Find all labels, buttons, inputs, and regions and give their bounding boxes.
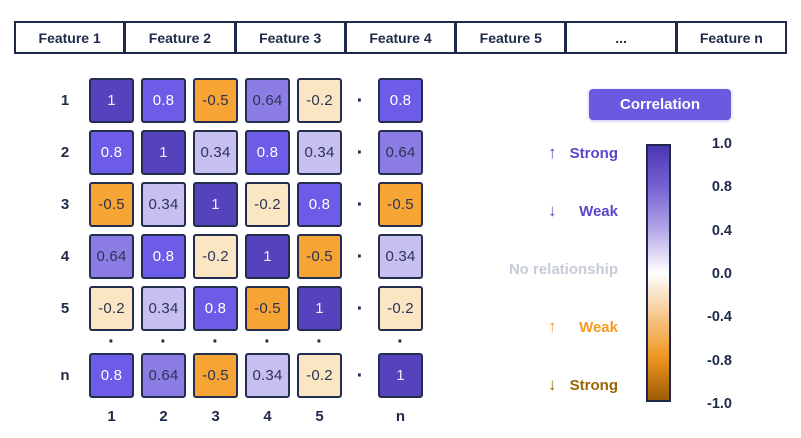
feature-header-1: Feature 1 (14, 21, 126, 54)
matrix-cell-r2c5: 0.34 (297, 130, 342, 175)
feature-header-4: Feature 4 (344, 21, 457, 54)
matrix-cell-r3cn: -0.5 (378, 182, 423, 227)
legend-label: No relationship (508, 260, 618, 278)
matrix-cell-rnc3: -0.5 (193, 353, 238, 398)
tick-label: -1.0 (707, 395, 732, 412)
matrix-cell-r4c3: -0.2 (193, 234, 238, 279)
ellipsis-dot: · (356, 245, 364, 268)
feature-header-row: Feature 1 Feature 2 Feature 3 Feature 4 … (14, 21, 787, 54)
ellipsis-dot: · (356, 141, 364, 164)
matrix-cell-r5c5: 1 (297, 286, 342, 331)
matrix-cell-r1c2: 0.8 (141, 78, 186, 123)
legend-label: Weak (579, 202, 618, 220)
correlation-matrix: 1 1 0.8 -0.5 0.64 -0.2 · 0.8 2 0.8 1 0.3… (48, 78, 423, 427)
legend-annotations: ↑ Strong ↓ Weak No relationship ↑ Weak ↓… (508, 143, 618, 395)
legend-label: Strong (569, 144, 618, 162)
matrix-cell-r3c3: 1 (193, 182, 238, 227)
matrix-cell-r2c1: 0.8 (89, 130, 134, 175)
legend-label: Strong (569, 376, 618, 394)
matrix-cell-r5c4: -0.5 (245, 286, 290, 331)
matrix-cell-r4c1: 0.64 (89, 234, 134, 279)
tick-label: 0.8 (711, 179, 732, 196)
matrix-cell-r4c4: 1 (245, 234, 290, 279)
tick-label: 1.0 (711, 136, 732, 152)
arrow-up-icon: ↑ (548, 143, 557, 162)
ellipsis-dot: · (316, 331, 323, 353)
tick-label: -0.8 (707, 352, 732, 369)
ellipsis-dot: · (356, 364, 364, 387)
matrix-cell-r4c5: -0.5 (297, 234, 342, 279)
row-label-n: n (60, 367, 70, 384)
ellipsis-dot: · (264, 331, 271, 353)
tick-label: 0.0 (711, 265, 732, 282)
ellipsis-dot: · (356, 89, 364, 112)
matrix-cell-r3c5: 0.8 (297, 182, 342, 227)
matrix-cell-rnc1: 0.8 (89, 353, 134, 398)
col-label-3: 3 (211, 407, 220, 425)
tick-label: 0.4 (711, 222, 732, 239)
ellipsis-dot: · (160, 331, 167, 353)
col-label-1: 1 (107, 407, 116, 425)
matrix-cell-rnc4: 0.34 (245, 353, 290, 398)
row-label-2: 2 (60, 144, 70, 161)
col-label-5: 5 (315, 407, 324, 425)
row-label-1: 1 (60, 92, 70, 109)
tick-label: -0.4 (707, 309, 732, 326)
matrix-cell-r4cn: 0.34 (378, 234, 423, 279)
ellipsis-dot: · (356, 193, 364, 216)
feature-header-n: Feature n (675, 21, 787, 54)
matrix-cell-r2c4: 0.8 (245, 130, 290, 175)
row-label-5: 5 (60, 300, 70, 317)
legend-weak-negative: ↑ Weak (512, 317, 618, 337)
correlation-legend-button[interactable]: Correlation (589, 89, 731, 120)
matrix-cell-r5c2: 0.34 (141, 286, 186, 331)
matrix-cell-rncn: 1 (378, 353, 423, 398)
col-label-4: 4 (263, 407, 272, 425)
feature-header-ellipsis: ... (565, 21, 677, 54)
legend-strong-negative: ↓ Strong (512, 375, 618, 395)
matrix-cell-r2cn: 0.64 (378, 130, 423, 175)
col-label-2: 2 (159, 407, 168, 425)
matrix-cell-r3c4: -0.2 (245, 182, 290, 227)
matrix-cell-r1c5: -0.2 (297, 78, 342, 123)
matrix-cell-r1c4: 0.64 (245, 78, 290, 123)
matrix-cell-r1c1: 1 (89, 78, 134, 123)
legend-label: Weak (579, 318, 618, 336)
legend-no-relationship: No relationship (508, 259, 618, 279)
ellipsis-dot: · (108, 331, 115, 353)
arrow-up-icon: ↑ (548, 317, 557, 336)
ellipsis-dot: · (397, 331, 404, 353)
matrix-cell-rnc5: -0.2 (297, 353, 342, 398)
row-label-3: 3 (60, 196, 70, 213)
matrix-cell-r2c2: 1 (141, 130, 186, 175)
matrix-cell-r1cn: 0.8 (378, 78, 423, 123)
legend-strong-positive: ↑ Strong (512, 143, 618, 163)
col-label-n: n (395, 407, 406, 425)
matrix-cell-rnc2: 0.64 (141, 353, 186, 398)
arrow-down-icon: ↓ (548, 375, 557, 394)
feature-header-2: Feature 2 (124, 21, 236, 54)
matrix-cell-r5cn: -0.2 (378, 286, 423, 331)
matrix-cell-r5c1: -0.2 (89, 286, 134, 331)
row-label-4: 4 (60, 248, 70, 265)
matrix-cell-r1c3: -0.5 (193, 78, 238, 123)
matrix-cell-r5c3: 0.8 (193, 286, 238, 331)
matrix-cell-r2c3: 0.34 (193, 130, 238, 175)
feature-header-5: Feature 5 (455, 21, 567, 54)
ellipsis-dot: · (356, 297, 364, 320)
colorbar-gradient (646, 144, 671, 402)
arrow-down-icon: ↓ (548, 201, 557, 220)
legend-weak-positive: ↓ Weak (512, 201, 618, 221)
colorbar-tick-labels: 1.0 0.8 0.4 0.0 -0.4 -0.8 -1.0 (688, 137, 732, 411)
feature-header-3: Feature 3 (234, 21, 346, 54)
matrix-cell-r3c2: 0.34 (141, 182, 186, 227)
matrix-cell-r3c1: -0.5 (89, 182, 134, 227)
ellipsis-dot: · (212, 331, 219, 353)
matrix-cell-r4c2: 0.8 (141, 234, 186, 279)
